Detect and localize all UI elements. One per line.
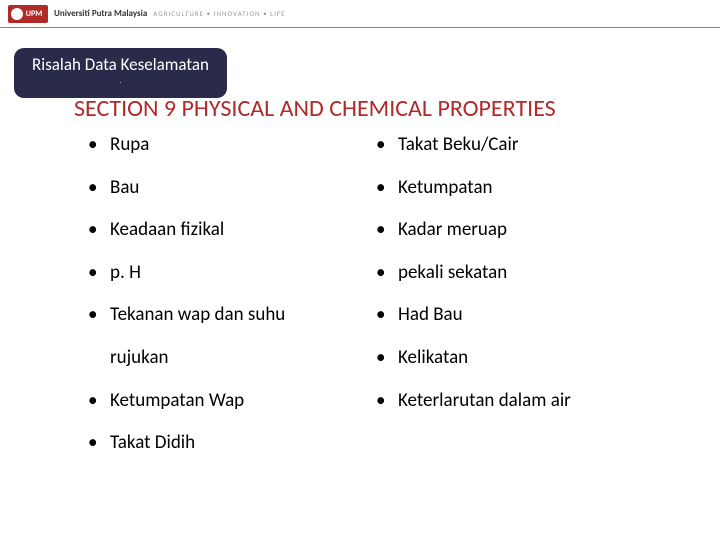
list-item: Takat Didih <box>88 430 368 457</box>
list-item-text: Takat Didih <box>110 431 195 454</box>
list-item: Kelikatan <box>376 345 680 372</box>
list-item-text: pekali sekatan <box>398 261 507 284</box>
list-item: Kadar meruap <box>376 217 680 244</box>
list-item: Takat Beku/Cair <box>376 132 680 159</box>
logo-badge: UPM <box>8 5 48 23</box>
list-item-text: Keterlarutan dalam air <box>398 389 571 412</box>
list-item-text: Ketumpatan <box>398 176 493 199</box>
list-item-text: p. H <box>110 261 141 284</box>
title-chip: Risalah Data Keselamatan . <box>14 48 227 98</box>
list-item-text: Bau <box>110 176 139 199</box>
list-item: Rupa <box>88 132 368 159</box>
list-item-text: Ketumpatan Wap <box>110 389 244 412</box>
list-item: Had Bau <box>376 302 680 329</box>
list-item: Ketumpatan Wap <box>88 388 368 415</box>
list-item: Keterlarutan dalam air <box>376 388 680 415</box>
section-title: SECTION 9 PHYSICAL AND CHEMICAL PROPERTI… <box>74 94 556 123</box>
left-list: Rupa Bau Keadaan fizikal p. H Tekanan wa… <box>88 132 368 457</box>
content-area: Rupa Bau Keadaan fizikal p. H Tekanan wa… <box>88 132 680 473</box>
list-item-text: Tekanan wap dan suhu <box>110 303 285 326</box>
list-item: pekali sekatan <box>376 260 680 287</box>
title-chip-sub: . <box>32 77 209 85</box>
logo-text: UPM <box>26 9 42 19</box>
list-item-text: Keadaan fizikal <box>110 218 224 241</box>
list-item: Keadaan fizikal <box>88 217 368 244</box>
header-bar: UPM Universiti Putra Malaysia AGRICULTUR… <box>0 0 720 28</box>
list-item: rujukan <box>88 345 368 372</box>
list-item-text: Rupa <box>110 133 149 156</box>
title-chip-main: Risalah Data Keselamatan <box>32 56 209 75</box>
list-item-text: Had Bau <box>398 303 463 326</box>
right-list: Takat Beku/Cair Ketumpatan Kadar meruap … <box>376 132 680 414</box>
list-item-text: Kadar meruap <box>398 218 507 241</box>
university-tagline: AGRICULTURE • INNOVATION • LIFE <box>153 9 285 18</box>
list-item-text: Kelikatan <box>398 346 468 369</box>
left-column: Rupa Bau Keadaan fizikal p. H Tekanan wa… <box>88 132 368 473</box>
list-item: Bau <box>88 175 368 202</box>
list-item: Tekanan wap dan suhu <box>88 302 368 329</box>
right-column: Takat Beku/Cair Ketumpatan Kadar meruap … <box>376 132 680 473</box>
university-name: Universiti Putra Malaysia <box>54 8 147 19</box>
list-item-text: rujukan <box>110 346 169 369</box>
list-item: Ketumpatan <box>376 175 680 202</box>
list-item: p. H <box>88 260 368 287</box>
list-item-text: Takat Beku/Cair <box>398 133 519 156</box>
